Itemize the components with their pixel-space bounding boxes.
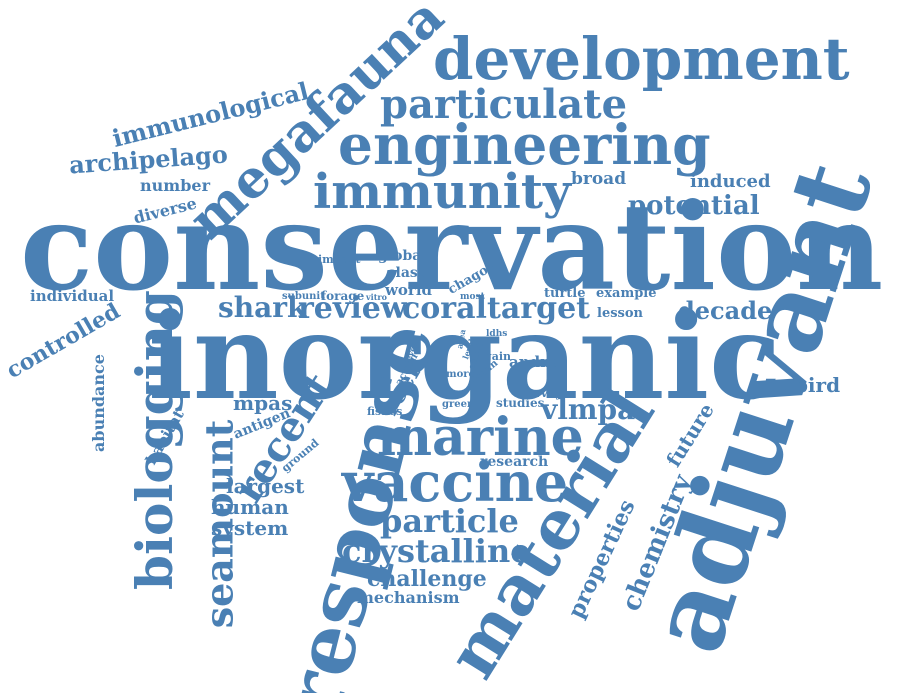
- word-challenge: challenge: [367, 566, 487, 592]
- word-individual: individual: [30, 287, 115, 305]
- word-world: world: [385, 281, 433, 299]
- word-fishes: fishes: [367, 405, 403, 418]
- word-target: target: [487, 291, 591, 326]
- word-seabird: seabird: [757, 373, 841, 397]
- word-andna: andna: [509, 353, 561, 371]
- word-induced: induced: [690, 171, 771, 192]
- word-green: green: [442, 399, 475, 410]
- word-particulate: particulate: [380, 81, 628, 128]
- word-more: more: [446, 369, 475, 380]
- word-inorganic: inorganic: [148, 287, 781, 426]
- word-research: research: [480, 454, 549, 470]
- word-vaccine: vaccine: [342, 450, 569, 514]
- word-conservation: conservation: [20, 177, 884, 318]
- word-system: system: [211, 516, 289, 540]
- word-studies: studies: [496, 396, 545, 410]
- word-largest: largest: [226, 474, 305, 498]
- word-particle: particle: [380, 502, 519, 540]
- word-turtle: turtle: [544, 286, 586, 301]
- word-marine: marine: [377, 407, 584, 468]
- word-mpas: mpas: [233, 391, 293, 415]
- word-engineering: engineering: [338, 112, 711, 177]
- word-lesson: lesson: [597, 306, 643, 321]
- word-most: most: [460, 292, 485, 302]
- word-crystalline: crystalline: [342, 532, 531, 570]
- word-human: human: [211, 495, 289, 519]
- word-abundance: abundance: [88, 354, 108, 452]
- word-class: class: [387, 265, 426, 281]
- word-vlmpa: vlmpa: [541, 393, 636, 426]
- word-vitro: vitro: [366, 292, 387, 302]
- word-development: development: [433, 25, 850, 93]
- word-global: global: [378, 248, 427, 264]
- word-ldhs: ldhs: [486, 329, 508, 339]
- word-immunity: immunity: [313, 164, 571, 220]
- word-forage: forage: [321, 289, 365, 303]
- word-subunit: subunit: [282, 291, 325, 302]
- word-decade: decade: [678, 296, 773, 325]
- word-number: number: [140, 176, 210, 195]
- word-broad: broad: [571, 169, 627, 189]
- word-potential: potential: [628, 191, 760, 221]
- word-gain: gain: [484, 350, 511, 363]
- word-shark: shark: [218, 291, 307, 324]
- word-archipelago: archipelago: [68, 139, 229, 180]
- word-example: example: [596, 286, 657, 301]
- word-coral: coral: [402, 291, 487, 326]
- word-impact: impact: [318, 253, 361, 266]
- word-survey: survey: [519, 386, 563, 400]
- word-mechanism: mechanism: [357, 588, 460, 607]
- word-review: review: [298, 291, 407, 326]
